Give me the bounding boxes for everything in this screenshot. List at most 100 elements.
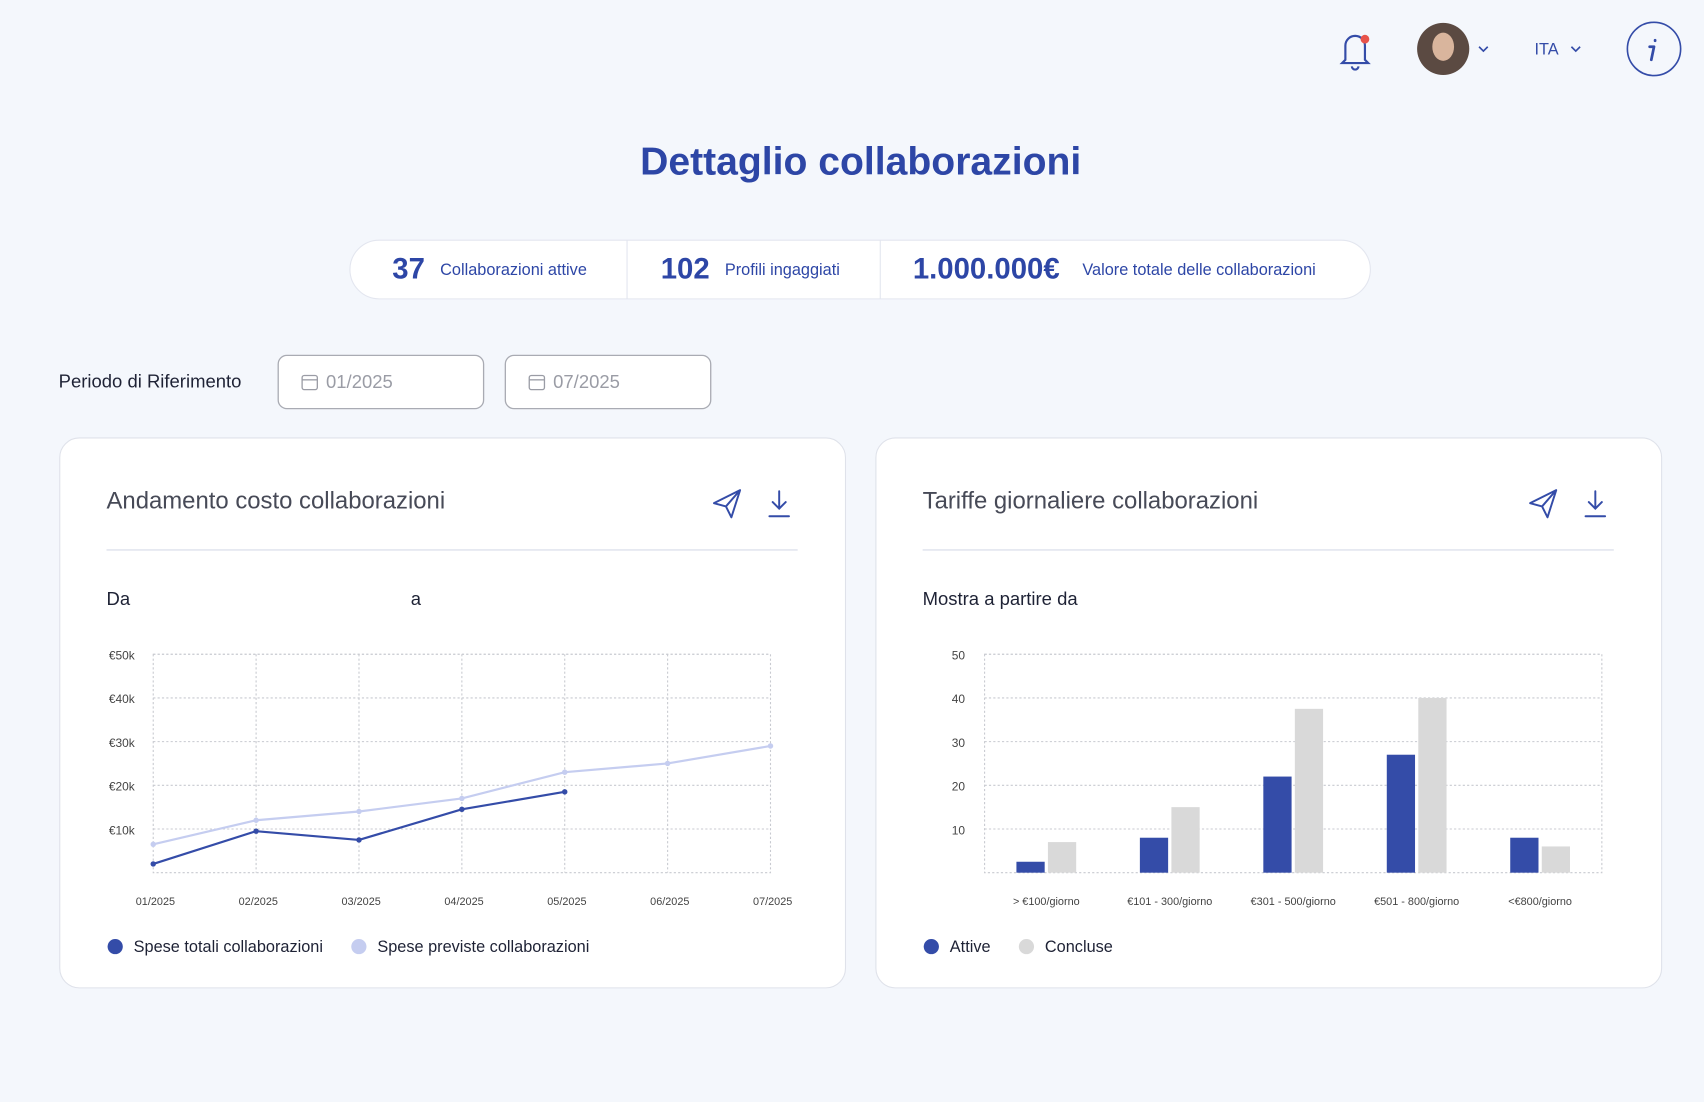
input-box — [277, 354, 485, 410]
date-input[interactable]: 01/2025 — [277, 354, 485, 410]
bar — [1541, 846, 1571, 873]
share-button[interactable] — [1529, 489, 1558, 519]
bar — [1263, 776, 1292, 873]
notification-dot — [1360, 34, 1370, 44]
legend-item: Attive — [923, 938, 991, 956]
profile-menu[interactable] — [1417, 22, 1489, 76]
legend-item: Concluse — [1018, 938, 1113, 956]
bar — [1510, 837, 1539, 873]
x-tick-label: €301 - 500/giorno — [1251, 896, 1336, 908]
download-icon — [768, 490, 790, 518]
send-icon — [713, 489, 742, 519]
x-tick-label: €501 - 800/giorno — [1374, 896, 1459, 908]
stats-bar — [349, 239, 1371, 300]
avatar-face — [1432, 32, 1455, 61]
bell-clapper — [1350, 66, 1360, 71]
filter-label: Mostra a partire da — [923, 588, 1079, 609]
filter-label: a — [411, 588, 422, 609]
chevron — [1570, 46, 1581, 53]
y-tick-label: €40k — [109, 692, 135, 706]
data-point — [253, 817, 259, 823]
y-tick-label: €30k — [109, 736, 135, 750]
x-tick-label: 03/2025 — [342, 896, 381, 908]
bar — [1386, 754, 1416, 873]
stat-label: Collaborazioni attive — [440, 261, 587, 279]
download-button[interactable] — [768, 490, 790, 518]
data-point — [767, 743, 774, 749]
share-button[interactable] — [713, 489, 742, 519]
stat-value: 1.000.000€ — [913, 252, 1060, 285]
y-tick-label: €20k — [109, 780, 135, 794]
language: ITA — [1534, 40, 1558, 58]
y-tick-label: €50k — [109, 649, 135, 663]
notifications-button[interactable] — [1339, 34, 1371, 71]
bar — [1294, 708, 1324, 873]
legend-swatch — [923, 938, 939, 955]
legend-item: Spese totali collaborazioni — [107, 938, 323, 956]
legend-swatch — [351, 938, 367, 955]
y-tick-label: €10k — [109, 823, 135, 837]
data-point — [459, 806, 465, 813]
x-tick-label: €101 - 300/giorno — [1127, 896, 1212, 908]
bar — [1418, 697, 1447, 873]
period-label: Periodo di Riferimento — [59, 370, 242, 391]
data-point — [356, 808, 362, 815]
page-title: Dettaglio collaborazioni — [640, 140, 1081, 183]
calendar-icon — [301, 374, 318, 391]
info-circle — [1626, 21, 1682, 77]
legend-label: Concluse — [1045, 938, 1113, 956]
x-tick-label: 01/2025 — [136, 896, 175, 908]
chevron — [1478, 46, 1489, 53]
y-tick-label: 30 — [952, 736, 966, 750]
bar — [1047, 842, 1077, 873]
legend-swatch — [107, 938, 123, 955]
data-point — [253, 828, 259, 834]
y-tick-label: 40 — [952, 692, 966, 706]
filter-label: Da — [107, 588, 131, 609]
date-input[interactable]: 07/2025 — [504, 354, 712, 410]
card-title: Tariffe giornaliere collaborazioni — [923, 487, 1259, 514]
send-icon — [1529, 489, 1558, 519]
bell-icon — [1339, 34, 1371, 65]
info-button[interactable] — [1626, 21, 1682, 77]
stat-label: Profili ingaggiati — [725, 261, 840, 279]
data-point — [562, 789, 568, 795]
input-box — [504, 354, 712, 410]
data-point — [356, 837, 362, 843]
card-title: Andamento costo collaborazioni — [107, 487, 446, 514]
x-tick-label: <€800/giorno — [1508, 896, 1572, 908]
data-point — [150, 861, 156, 867]
info-glyph — [1648, 38, 1657, 62]
bar — [1171, 807, 1200, 873]
data-point — [459, 795, 465, 802]
bar — [1139, 837, 1169, 873]
language-menu[interactable]: ITA — [1534, 40, 1581, 58]
bar — [1016, 861, 1045, 873]
data-point — [562, 769, 568, 775]
legend-item: Spese previste collaborazioni — [351, 938, 589, 956]
stat-value: 102 — [661, 252, 710, 285]
input-value: 07/2025 — [553, 371, 620, 392]
y-tick-label: 20 — [952, 780, 966, 794]
x-tick-label: 07/2025 — [753, 896, 792, 908]
stat-value: 37 — [392, 252, 425, 285]
y-tick-label: 50 — [952, 649, 966, 663]
download-icon — [1584, 490, 1607, 518]
x-tick-label: > €100/giorno — [1013, 896, 1080, 908]
legend-label: Spese totali collaborazioni — [134, 938, 323, 956]
data-point — [664, 760, 671, 767]
y-tick-label: 10 — [952, 823, 966, 837]
x-tick-label: 04/2025 — [444, 896, 483, 908]
data-point — [150, 841, 156, 847]
calendar-icon — [528, 374, 546, 391]
download-button[interactable] — [1584, 490, 1607, 518]
x-tick-label: 02/2025 — [239, 896, 278, 908]
stat-label: Valore totale delle collaborazioni — [1082, 261, 1315, 279]
legend-label: Attive — [950, 938, 991, 956]
x-tick-label: 06/2025 — [650, 896, 689, 908]
input-value: 01/2025 — [326, 371, 393, 392]
legend-label: Spese previste collaborazioni — [377, 938, 589, 956]
legend-swatch — [1018, 938, 1035, 955]
